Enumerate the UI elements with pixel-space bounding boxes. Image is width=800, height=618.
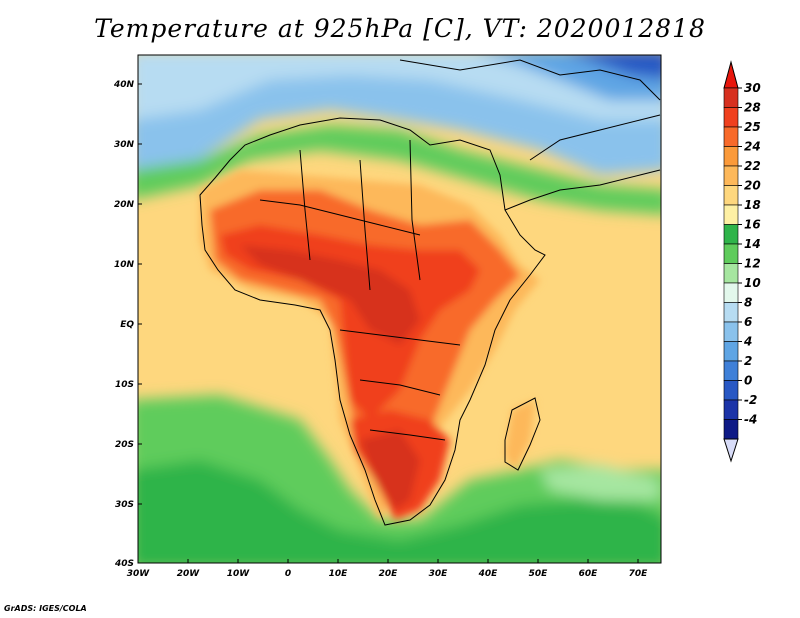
colorbar-label: 18 (744, 198, 761, 212)
colorbar-label: 25 (744, 120, 761, 134)
lat-tick-label: 10N (114, 260, 135, 270)
temperature-field (138, 55, 661, 563)
colorbar-swatch (723, 399, 739, 420)
colorbar-top-arrow (723, 60, 739, 89)
lat-tick-label: 30S (115, 500, 134, 510)
lat-tick-label: 10S (115, 380, 134, 390)
colorbar-swatch (723, 224, 739, 245)
colorbar-swatch (723, 204, 739, 225)
colorbar-label: -2 (744, 393, 757, 407)
lat-tick-label: 20N (114, 200, 135, 210)
colorbar-label: 30 (744, 81, 761, 95)
colorbar-label: 16 (744, 218, 761, 232)
colorbar-label: -4 (744, 413, 757, 427)
lon-tick-label: 20E (379, 569, 399, 579)
chart-title: Temperature at 925hPa [C], VT: 202001281… (94, 14, 706, 43)
colorbar-swatch (723, 263, 739, 284)
lon-tick-label: 40E (478, 569, 499, 579)
colorbar-swatch (723, 302, 739, 323)
lon-tick-label: 60E (579, 569, 599, 579)
colorbar-label: 24 (744, 140, 761, 154)
colorbar-label: 14 (744, 237, 761, 251)
colorbar-swatch (723, 107, 739, 128)
coastlines (199, 59, 661, 526)
latitude-axis: 40N 30N 20N 10N EQ 10S 20S 30S 40S (113, 80, 142, 569)
colorbar-label: 4 (743, 335, 752, 349)
lon-tick-label: 30E (429, 569, 449, 579)
colorbar-swatch (723, 126, 739, 147)
lat-tick-label: 40S (114, 559, 134, 569)
colorbar-label: 2 (744, 354, 752, 368)
colorbar-swatch (723, 243, 739, 264)
lon-tick-label: 0 (285, 569, 291, 579)
map-frame (137, 54, 662, 564)
lon-tick-label: 70E (629, 569, 649, 579)
colorbar-swatch (723, 341, 739, 362)
grads-credit: GrADS: IGES/COLA (4, 604, 87, 613)
colorbar-label: 6 (744, 315, 752, 329)
colorbar-label: 8 (744, 296, 752, 310)
colorbar-swatch (723, 321, 739, 342)
colorbar-label: 20 (744, 179, 761, 193)
longitude-axis: 30W 20W 10W 0 10E 20E 30E 40E 50E 60E 70E (127, 559, 648, 579)
colorbar-bottom-arrow (723, 438, 739, 463)
colorbar-swatch (723, 146, 739, 167)
lon-tick-label: 50E (529, 569, 549, 579)
colorbar-label: 22 (744, 159, 761, 173)
lat-tick-label: EQ (120, 320, 134, 330)
colorbar-label: 0 (744, 374, 752, 388)
colorbar-swatch (723, 87, 739, 108)
colorbar-swatch (723, 360, 739, 381)
lat-tick-label: 20S (115, 440, 134, 450)
colorbar-label: 28 (744, 101, 761, 115)
lon-tick-label: 10E (329, 569, 349, 579)
colorbar-swatch (723, 185, 739, 206)
lon-tick-label: 10W (227, 569, 251, 579)
colorbar-label: 12 (744, 257, 761, 271)
colorbar-swatch (723, 380, 739, 401)
colorbar-label: 10 (744, 276, 761, 290)
colorbar-swatch (723, 419, 739, 440)
colorbar-swatch (723, 282, 739, 303)
lon-tick-label: 20W (177, 569, 201, 579)
lon-tick-label: 30W (127, 569, 151, 579)
lat-tick-label: 40N (113, 80, 135, 90)
lat-tick-label: 30N (114, 140, 135, 150)
colorbar-swatch (723, 165, 739, 186)
